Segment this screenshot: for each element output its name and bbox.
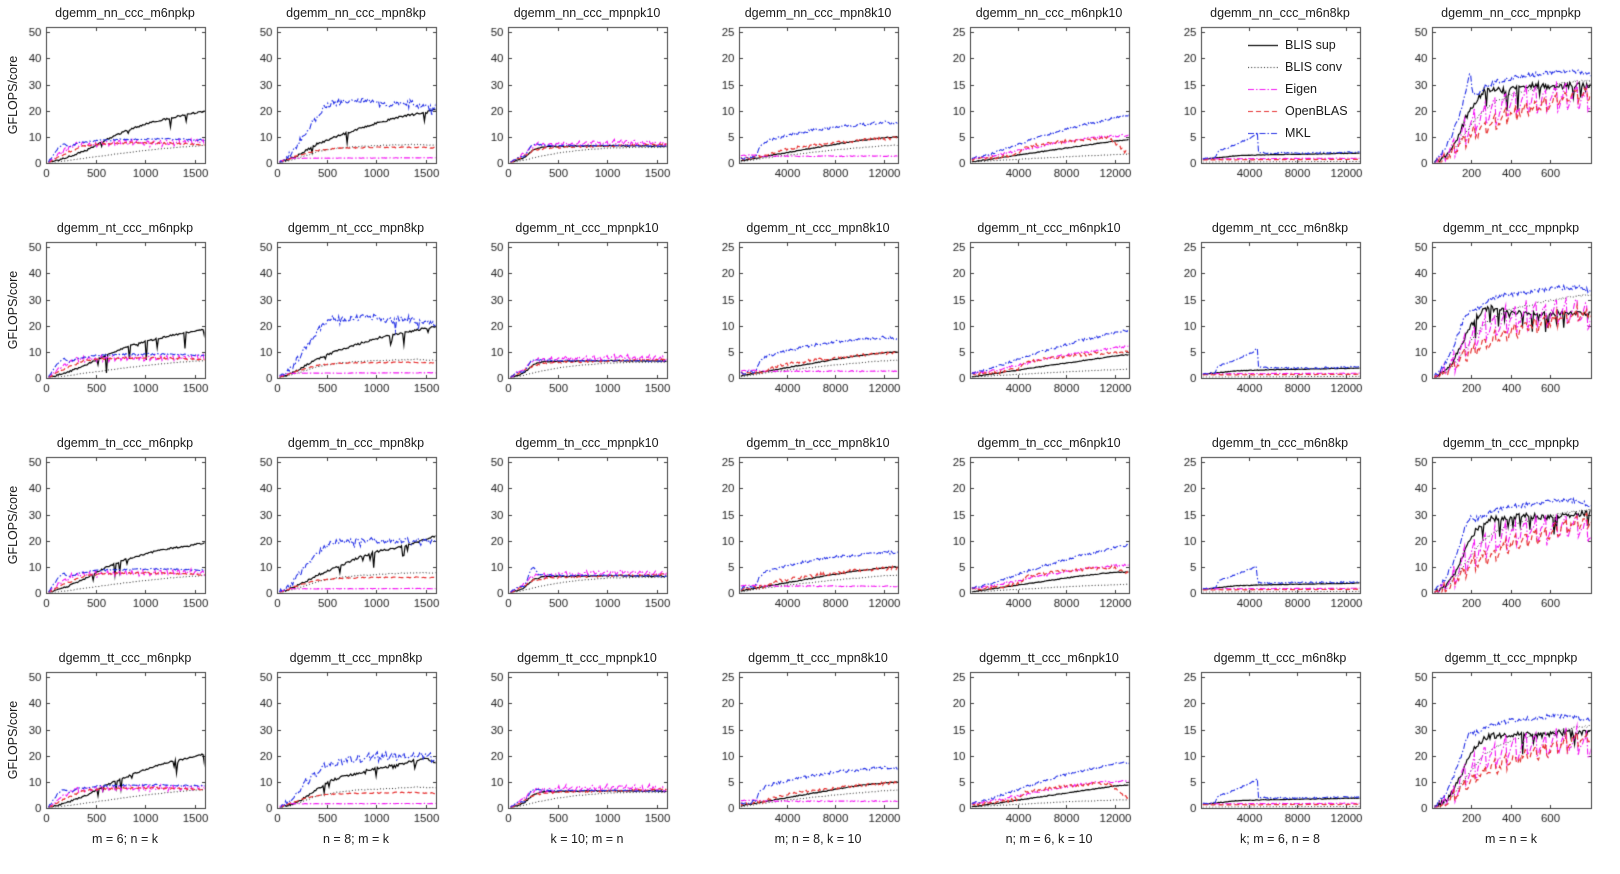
plot-canvas — [462, 430, 693, 645]
legend: BLIS sup BLIS conv Eigen OpenBLAS MKL — [1248, 34, 1348, 144]
subplot-dgemm_tt_ccc_m6npk10: dgemm_tt_ccc_m6npk10n; m = 6, k = 10 — [924, 645, 1155, 874]
plot-canvas — [693, 645, 924, 874]
blis-conv-line-swatch — [1248, 61, 1278, 73]
plot-canvas — [924, 430, 1155, 645]
plot-canvas — [693, 430, 924, 645]
plot-canvas — [0, 0, 231, 215]
subplot-dgemm_tt_ccc_mpnpk10: dgemm_tt_ccc_mpnpk10k = 10; m = n — [462, 645, 693, 874]
plot-canvas — [231, 215, 462, 430]
subplot-dgemm_nn_ccc_m6npk10: dgemm_nn_ccc_m6npk10 — [924, 0, 1155, 215]
plot-canvas — [231, 645, 462, 874]
eigen-line-swatch — [1248, 83, 1278, 95]
subplot-dgemm_tn_ccc_mpn8kp: dgemm_tn_ccc_mpn8kp — [231, 430, 462, 645]
subplot-dgemm_tt_ccc_mpn8k10: dgemm_tt_ccc_mpn8k10m; n = 8, k = 10 — [693, 645, 924, 874]
subplot-dgemm_nt_ccc_mpn8k10: dgemm_nt_ccc_mpn8k10 — [693, 215, 924, 430]
plot-canvas — [924, 0, 1155, 215]
openblas-line-swatch — [1248, 105, 1278, 117]
legend-label: BLIS conv — [1285, 60, 1342, 74]
legend-item-mkl: MKL — [1248, 122, 1348, 144]
legend-label: MKL — [1285, 126, 1311, 140]
plot-canvas — [0, 215, 231, 430]
legend-label: OpenBLAS — [1285, 104, 1348, 118]
plot-canvas — [1386, 215, 1617, 430]
legend-item-blis-sup: BLIS sup — [1248, 34, 1348, 56]
plot-canvas — [693, 0, 924, 215]
plot-canvas — [1386, 645, 1617, 874]
subplot-dgemm_tt_ccc_mpn8kp: dgemm_tt_ccc_mpn8kpn = 8; m = k — [231, 645, 462, 874]
plot-canvas — [924, 215, 1155, 430]
subplot-dgemm_nn_ccc_mpnpkp: dgemm_nn_ccc_mpnpkp — [1386, 0, 1617, 215]
plot-canvas — [1386, 430, 1617, 645]
legend-label: BLIS sup — [1285, 38, 1336, 52]
subplot-dgemm_nt_ccc_mpnpk10: dgemm_nt_ccc_mpnpk10 — [462, 215, 693, 430]
subplot-dgemm_nt_ccc_m6n8kp: dgemm_nt_ccc_m6n8kp — [1155, 215, 1386, 430]
plot-canvas — [0, 430, 231, 645]
plot-canvas — [1155, 430, 1386, 645]
blis-sup-line-swatch — [1248, 39, 1278, 51]
subplot-dgemm_nt_ccc_mpn8kp: dgemm_nt_ccc_mpn8kp — [231, 215, 462, 430]
plot-canvas — [462, 0, 693, 215]
subplot-dgemm_tn_ccc_mpnpk10: dgemm_tn_ccc_mpnpk10 — [462, 430, 693, 645]
legend-item-blis-conv: BLIS conv — [1248, 56, 1348, 78]
plot-canvas — [1155, 215, 1386, 430]
plot-canvas — [924, 645, 1155, 874]
subplot-dgemm_nn_ccc_mpn8kp: dgemm_nn_ccc_mpn8kp — [231, 0, 462, 215]
legend-item-eigen: Eigen — [1248, 78, 1348, 100]
legend-label: Eigen — [1285, 82, 1317, 96]
subplot-dgemm_nt_ccc_m6npk10: dgemm_nt_ccc_m6npk10 — [924, 215, 1155, 430]
plot-canvas — [231, 0, 462, 215]
plot-canvas — [693, 215, 924, 430]
subplot-dgemm_nt_ccc_m6npkp: dgemm_nt_ccc_m6npkpGFLOPS/core — [0, 215, 231, 430]
subplot-dgemm_nn_ccc_mpn8k10: dgemm_nn_ccc_mpn8k10 — [693, 0, 924, 215]
subplot-dgemm_nn_ccc_mpnpk10: dgemm_nn_ccc_mpnpk10 — [462, 0, 693, 215]
plot-canvas — [462, 215, 693, 430]
subplot-dgemm_tn_ccc_m6n8kp: dgemm_tn_ccc_m6n8kp — [1155, 430, 1386, 645]
mkl-line-swatch — [1248, 127, 1278, 139]
plot-canvas — [1155, 645, 1386, 874]
legend-item-openblas: OpenBLAS — [1248, 100, 1348, 122]
subplot-dgemm_tt_ccc_mpnpkp: dgemm_tt_ccc_mpnpkpm = n = k — [1386, 645, 1617, 874]
subplot-dgemm_tn_ccc_m6npkp: dgemm_tn_ccc_m6npkpGFLOPS/core — [0, 430, 231, 645]
subplot-dgemm_nn_ccc_m6npkp: dgemm_nn_ccc_m6npkpGFLOPS/core — [0, 0, 231, 215]
plot-canvas — [462, 645, 693, 874]
subplot-dgemm_tn_ccc_mpnpkp: dgemm_tn_ccc_mpnpkp — [1386, 430, 1617, 645]
subplot-dgemm_tn_ccc_m6npk10: dgemm_tn_ccc_m6npk10 — [924, 430, 1155, 645]
plot-canvas — [231, 430, 462, 645]
plot-canvas — [0, 645, 231, 874]
subplot-dgemm_nt_ccc_mpnpkp: dgemm_nt_ccc_mpnpkp — [1386, 215, 1617, 430]
subplot-dgemm_tn_ccc_mpn8k10: dgemm_tn_ccc_mpn8k10 — [693, 430, 924, 645]
plot-canvas — [1386, 0, 1617, 215]
subplot-dgemm_tt_ccc_m6n8kp: dgemm_tt_ccc_m6n8kpk; m = 6, n = 8 — [1155, 645, 1386, 874]
subplot-dgemm_tt_ccc_m6npkp: dgemm_tt_ccc_m6npkpGFLOPS/corem = 6; n =… — [0, 645, 231, 874]
